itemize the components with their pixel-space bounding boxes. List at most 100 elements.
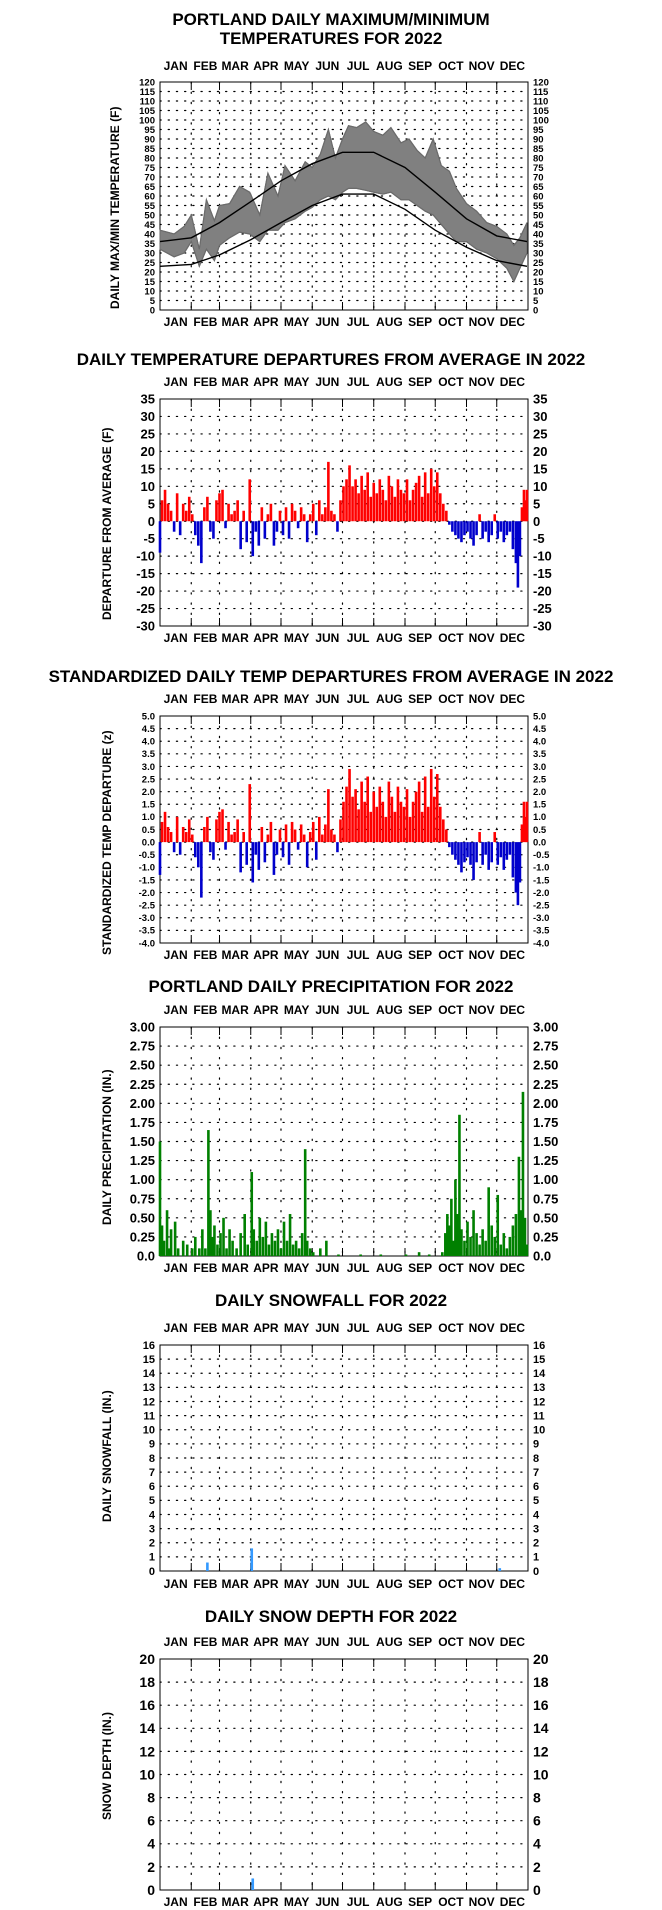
data-bar xyxy=(508,1236,512,1256)
data-bar xyxy=(299,824,303,843)
month-label-top: DEC xyxy=(500,1321,526,1335)
data-bar xyxy=(522,489,526,522)
data-bar xyxy=(233,510,236,522)
y-tick-label-right: 4 xyxy=(533,1836,541,1852)
data-bar xyxy=(369,496,373,522)
data-bar xyxy=(475,842,478,863)
y-tick-label-right: 50 xyxy=(533,210,544,221)
data-bar xyxy=(466,521,469,532)
y-tick-label-left: -4.0 xyxy=(139,938,155,949)
data-bar xyxy=(450,1198,453,1256)
month-label-bottom: AUG xyxy=(376,948,403,962)
chart2-title: DAILY TEMPERATURE DEPARTURES FROM AVERAG… xyxy=(76,350,586,369)
data-bar xyxy=(206,496,209,522)
data-bar xyxy=(505,521,509,536)
y-tick-label-right: 8 xyxy=(533,1453,539,1465)
y-tick-label-left: 15 xyxy=(144,277,155,288)
y-tick-label-right: 1.00 xyxy=(533,1172,558,1187)
y-tick-label-right: 5 xyxy=(533,296,539,307)
data-bar xyxy=(463,1240,466,1256)
month-label-bottom: MAR xyxy=(221,1261,249,1275)
y-tick-label-left: 2.5 xyxy=(142,774,156,785)
data-bar xyxy=(484,1240,487,1256)
month-label-top: JUN xyxy=(315,59,339,73)
y-tick-label-right: 55 xyxy=(533,201,544,212)
y-tick-label-left: 13 xyxy=(143,1382,155,1394)
y-tick-label-right: 11 xyxy=(533,1410,545,1422)
y-tick-label-left: 25 xyxy=(141,426,155,441)
data-bar xyxy=(181,1240,185,1256)
data-bar xyxy=(460,1229,463,1256)
y-tick-label-left: 1.0 xyxy=(142,812,155,823)
y-tick-label-left: 5 xyxy=(148,496,155,511)
month-label-top: AUG xyxy=(376,1635,403,1649)
month-label-bottom: MAY xyxy=(284,948,310,962)
data-bar xyxy=(478,1244,481,1256)
month-label-bottom: SEP xyxy=(408,1895,432,1909)
data-bar xyxy=(311,1252,315,1256)
data-bar xyxy=(269,503,273,522)
month-label-top: DEC xyxy=(500,59,526,73)
data-bar xyxy=(227,503,230,522)
month-label-top: APR xyxy=(253,1321,279,1335)
y-tick-label-left: 110 xyxy=(140,96,155,107)
y-tick-label-right: 15 xyxy=(533,277,544,288)
y-tick-label-left: 0.25 xyxy=(130,1229,155,1244)
data-bar xyxy=(457,842,460,865)
data-bar xyxy=(505,842,509,860)
data-bar xyxy=(372,482,376,522)
data-bar xyxy=(264,1221,268,1256)
data-bar xyxy=(423,776,427,843)
data-bar xyxy=(172,842,176,853)
data-bar xyxy=(260,826,264,843)
data-bar xyxy=(463,842,466,863)
data-bar xyxy=(276,1229,280,1256)
data-bar xyxy=(228,1229,231,1256)
data-bar xyxy=(273,1240,277,1256)
month-label-top: MAY xyxy=(284,375,310,389)
month-label-bottom: MAR xyxy=(221,1895,249,1909)
data-bar xyxy=(411,489,415,522)
data-bar xyxy=(366,776,369,843)
data-bar xyxy=(404,1254,408,1256)
data-bar xyxy=(408,816,412,843)
data-bar xyxy=(402,493,406,522)
y-tick-label-left: 2.50 xyxy=(130,1058,155,1073)
y-tick-label-left: 4.5 xyxy=(142,724,156,735)
data-bar xyxy=(379,1254,383,1256)
y-tick-label-left: -3.5 xyxy=(139,926,156,937)
y-tick-label-left: -25 xyxy=(136,601,155,616)
y-tick-label-left: 1.50 xyxy=(130,1134,155,1149)
y-tick-label-right: -2.5 xyxy=(533,900,550,911)
month-label-top: JUN xyxy=(315,1635,339,1649)
data-bar xyxy=(184,832,188,843)
y-tick-label-right: 1.75 xyxy=(533,1115,558,1130)
data-bar xyxy=(285,1240,289,1256)
data-bar xyxy=(290,503,294,522)
data-bar xyxy=(487,1187,490,1256)
data-bar xyxy=(251,521,255,557)
data-bar xyxy=(342,801,345,843)
y-tick-label-right: 5.0 xyxy=(533,711,546,722)
data-bar xyxy=(417,475,421,522)
y-tick-label-left: 0 xyxy=(148,514,155,529)
data-bar xyxy=(181,826,185,843)
month-label-bottom: SEP xyxy=(408,1261,432,1275)
y-tick-label-right: 5 xyxy=(533,1495,539,1507)
month-label-bottom: JUN xyxy=(315,1895,339,1909)
data-bar xyxy=(458,1114,461,1256)
month-label-bottom: APR xyxy=(253,1895,279,1909)
data-bar xyxy=(257,842,261,870)
data-bar xyxy=(225,1248,228,1256)
data-bar xyxy=(351,486,354,522)
data-bar xyxy=(336,842,339,853)
y-tick-label-right: 40 xyxy=(533,229,544,240)
y-tick-label-right: 2.50 xyxy=(533,1058,558,1073)
data-bar xyxy=(231,1240,234,1256)
data-bar xyxy=(169,510,173,522)
data-bar xyxy=(472,521,475,546)
month-label-bottom: APR xyxy=(253,315,279,329)
data-bar xyxy=(282,1221,286,1256)
y-tick-label-left: 8 xyxy=(149,1453,155,1465)
